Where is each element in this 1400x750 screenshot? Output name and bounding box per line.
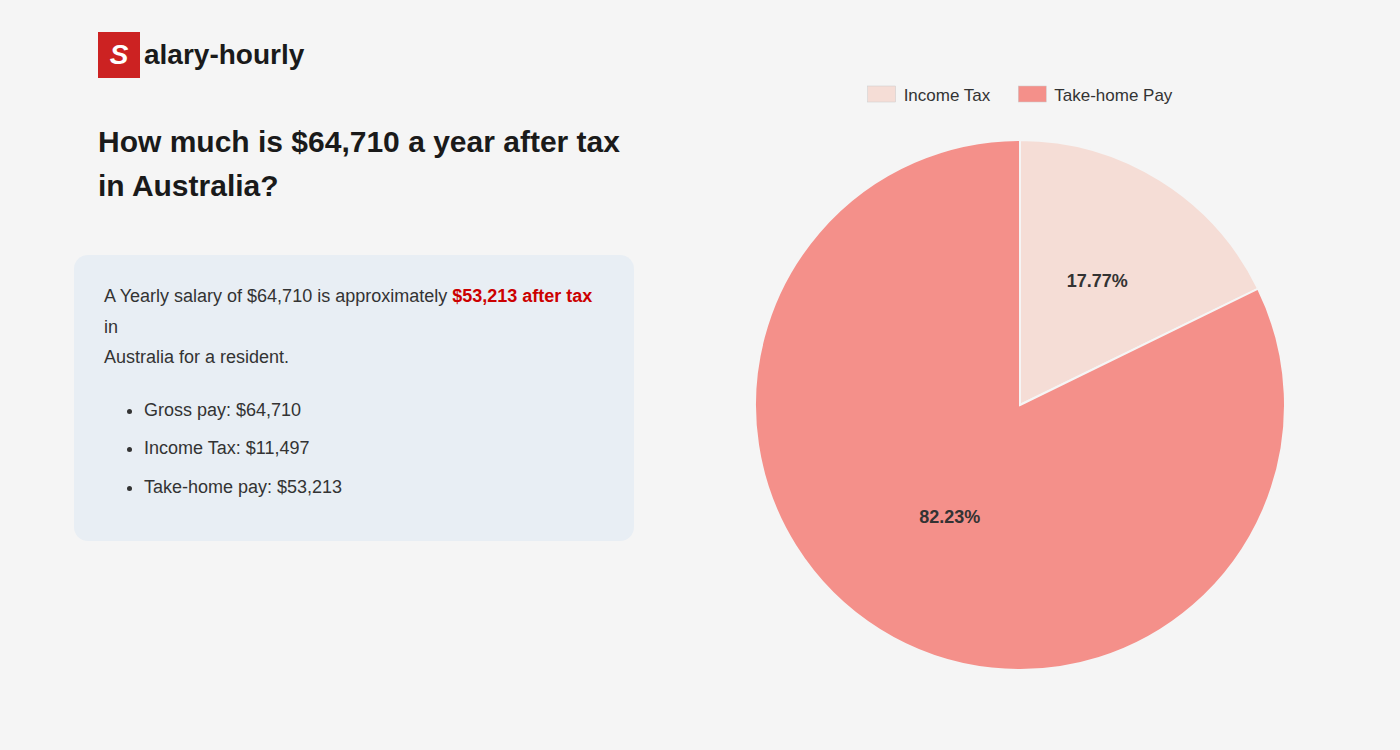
body-text: A Yearly salary of $64,710 is approximat…: [104, 286, 452, 306]
text-panel: Salary-hourly How much is $64,710 a year …: [0, 0, 660, 750]
body-highlight: $53,213 after tax: [452, 286, 592, 306]
pie-chart: 17.77% 82.23% Income Tax Take-home Pay: [660, 0, 1400, 750]
body-text: in: [104, 317, 118, 337]
body-text: Australia for a resident.: [104, 347, 289, 367]
bullet-item: Gross pay: $64,710: [144, 395, 606, 426]
data-label: 82.23%: [919, 507, 980, 527]
legend-label: Take-home Pay: [1054, 86, 1173, 105]
title: How much is $64,710 a year after tax in …: [98, 120, 638, 207]
legend-swatch: [868, 86, 896, 102]
info-box: A Yearly salary of $64,710 is approximat…: [74, 255, 634, 541]
logo-letter: S: [98, 32, 140, 78]
logo: Salary-hourly: [98, 32, 304, 78]
logo-text: alary-hourly: [144, 39, 304, 71]
body-text: A Yearly salary of $64,710 is approximat…: [104, 281, 606, 373]
legend-label: Income Tax: [904, 86, 991, 105]
slices: [755, 140, 1285, 670]
bullet-item: Take-home pay: $53,213: [144, 472, 606, 503]
bullet-list: Gross pay: $64,710 Income Tax: $11,497 Tak…: [104, 395, 606, 503]
legend-swatch: [1018, 86, 1046, 102]
legend: Income Tax Take-home Pay: [868, 86, 1173, 105]
bullet-item: Income Tax: $11,497: [144, 433, 606, 464]
data-label: 17.77%: [1067, 271, 1128, 291]
pie-slice: [755, 140, 1285, 670]
